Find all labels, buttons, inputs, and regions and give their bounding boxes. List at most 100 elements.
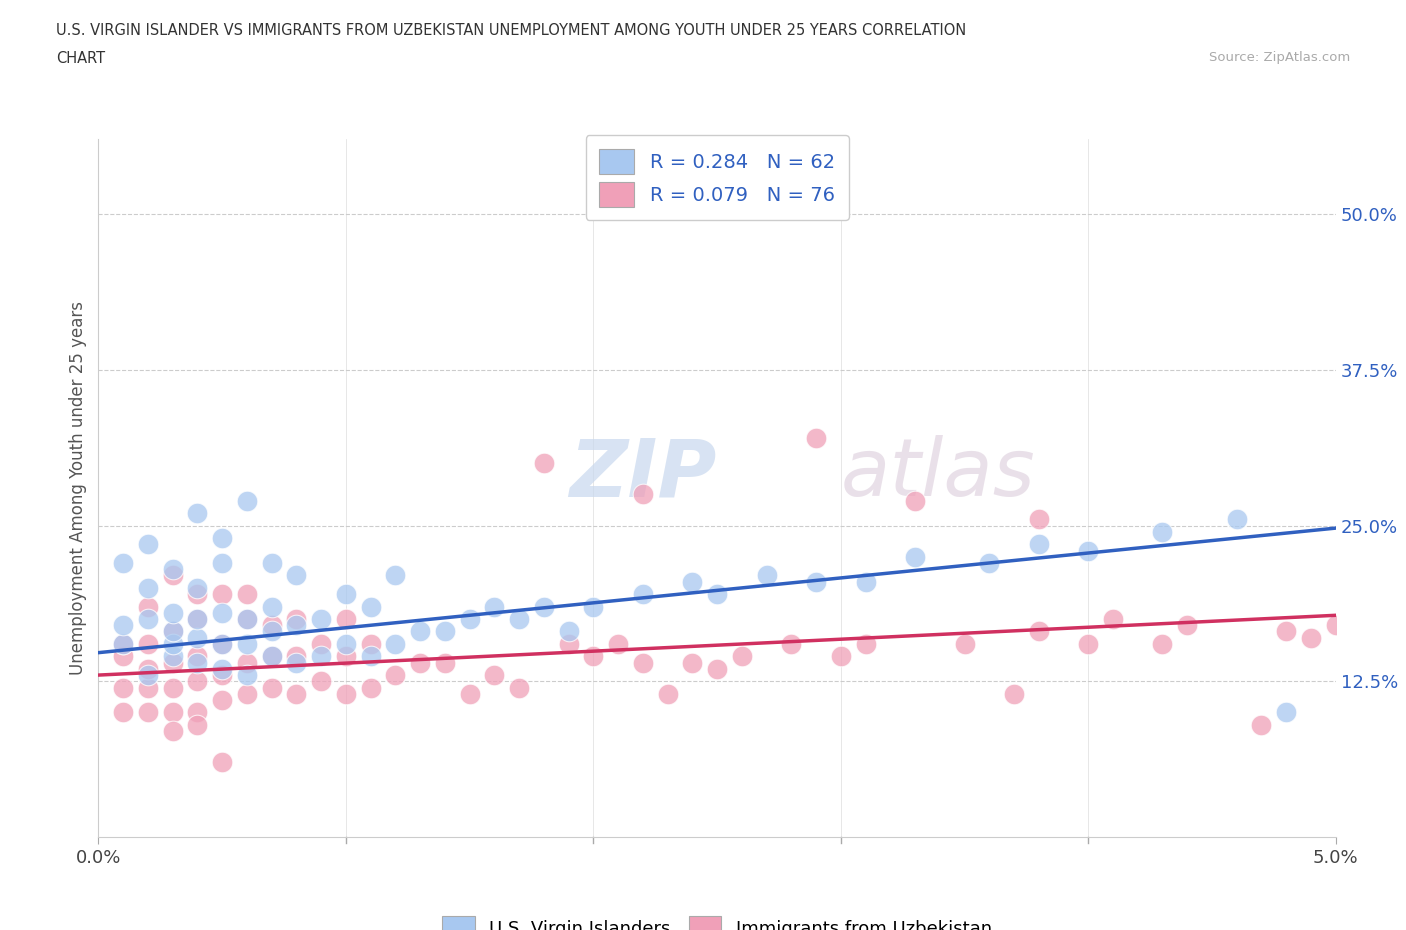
- Point: [186, 655, 208, 670]
- Point: [260, 649, 283, 664]
- Point: [211, 531, 233, 546]
- Point: [162, 562, 184, 577]
- Point: [484, 668, 506, 683]
- Point: [335, 649, 357, 664]
- Point: [136, 580, 159, 595]
- Point: [162, 724, 184, 738]
- Point: [112, 705, 135, 720]
- Point: [979, 555, 1001, 570]
- Text: U.S. VIRGIN ISLANDER VS IMMIGRANTS FROM UZBEKISTAN UNEMPLOYMENT AMONG YOUTH UNDE: U.S. VIRGIN ISLANDER VS IMMIGRANTS FROM …: [56, 23, 966, 38]
- Point: [557, 624, 579, 639]
- Point: [706, 587, 728, 602]
- Point: [162, 705, 184, 720]
- Point: [136, 680, 159, 695]
- Point: [236, 493, 259, 508]
- Point: [136, 661, 159, 676]
- Point: [211, 755, 233, 770]
- Point: [657, 686, 679, 701]
- Point: [508, 680, 530, 695]
- Point: [582, 649, 605, 664]
- Point: [1152, 636, 1174, 651]
- Point: [1275, 624, 1298, 639]
- Point: [631, 655, 654, 670]
- Point: [285, 649, 308, 664]
- Point: [631, 587, 654, 602]
- Point: [211, 587, 233, 602]
- Point: [260, 618, 283, 632]
- Point: [904, 550, 927, 565]
- Point: [360, 636, 382, 651]
- Point: [384, 568, 406, 583]
- Point: [904, 493, 927, 508]
- Point: [309, 612, 332, 627]
- Point: [236, 587, 259, 602]
- Point: [309, 674, 332, 689]
- Point: [186, 612, 208, 627]
- Point: [731, 649, 754, 664]
- Point: [1077, 543, 1099, 558]
- Point: [582, 599, 605, 614]
- Point: [855, 574, 877, 589]
- Point: [186, 717, 208, 732]
- Text: Source: ZipAtlas.com: Source: ZipAtlas.com: [1209, 51, 1350, 64]
- Point: [236, 612, 259, 627]
- Point: [136, 668, 159, 683]
- Point: [162, 624, 184, 639]
- Point: [1077, 636, 1099, 651]
- Point: [433, 655, 456, 670]
- Point: [830, 649, 852, 664]
- Point: [1250, 717, 1272, 732]
- Point: [285, 618, 308, 632]
- Point: [804, 574, 827, 589]
- Text: atlas: atlas: [841, 435, 1036, 513]
- Point: [136, 599, 159, 614]
- Point: [335, 636, 357, 651]
- Point: [433, 624, 456, 639]
- Point: [804, 431, 827, 445]
- Point: [706, 661, 728, 676]
- Point: [681, 574, 703, 589]
- Point: [186, 612, 208, 627]
- Point: [211, 693, 233, 708]
- Point: [409, 624, 432, 639]
- Text: ZIP: ZIP: [568, 435, 716, 513]
- Point: [631, 487, 654, 502]
- Point: [186, 705, 208, 720]
- Point: [1299, 631, 1322, 645]
- Text: CHART: CHART: [56, 51, 105, 66]
- Point: [136, 612, 159, 627]
- Point: [681, 655, 703, 670]
- Point: [162, 568, 184, 583]
- Point: [162, 624, 184, 639]
- Point: [236, 668, 259, 683]
- Point: [260, 680, 283, 695]
- Point: [260, 599, 283, 614]
- Point: [260, 555, 283, 570]
- Point: [508, 612, 530, 627]
- Point: [186, 649, 208, 664]
- Point: [285, 686, 308, 701]
- Point: [285, 568, 308, 583]
- Point: [309, 649, 332, 664]
- Point: [335, 612, 357, 627]
- Point: [162, 605, 184, 620]
- Point: [186, 506, 208, 521]
- Point: [211, 661, 233, 676]
- Point: [112, 555, 135, 570]
- Point: [162, 680, 184, 695]
- Point: [186, 580, 208, 595]
- Point: [136, 705, 159, 720]
- Point: [484, 599, 506, 614]
- Point: [409, 655, 432, 670]
- Point: [236, 655, 259, 670]
- Point: [112, 636, 135, 651]
- Legend: U.S. Virgin Islanders, Immigrants from Uzbekistan: U.S. Virgin Islanders, Immigrants from U…: [434, 909, 1000, 930]
- Point: [285, 612, 308, 627]
- Point: [1028, 512, 1050, 526]
- Point: [1028, 624, 1050, 639]
- Point: [236, 686, 259, 701]
- Point: [136, 537, 159, 551]
- Point: [285, 655, 308, 670]
- Y-axis label: Unemployment Among Youth under 25 years: Unemployment Among Youth under 25 years: [69, 301, 87, 675]
- Point: [1152, 525, 1174, 539]
